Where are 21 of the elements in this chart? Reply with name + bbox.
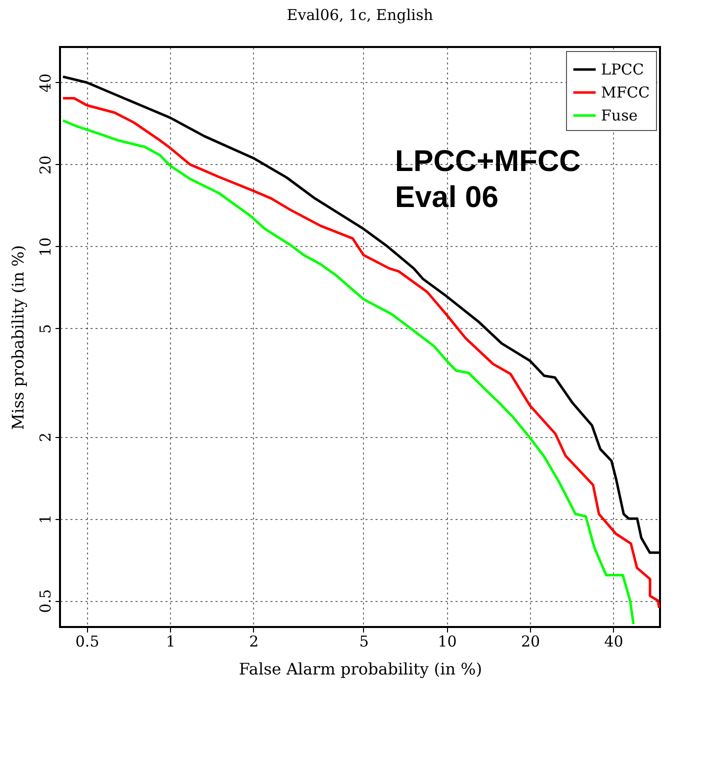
y-tick-label: 5 <box>36 324 54 334</box>
y-tick-label: 0.5 <box>36 589 54 614</box>
x-tick-label: 1 <box>166 632 176 650</box>
x-tick-label: 0.5 <box>75 632 100 650</box>
y-tick-label: 20 <box>36 155 54 174</box>
y-tick-label: 10 <box>36 237 54 256</box>
y-tick-label: 2 <box>36 432 54 442</box>
y-axis-title: Miss probability (in %) <box>8 245 28 430</box>
annotation: LPCC+MFCC Eval 06 <box>395 145 581 214</box>
legend-label: Fuse <box>601 106 638 124</box>
x-tick-label: 40 <box>604 632 624 650</box>
chart-title: Eval06, 1c, English <box>286 6 434 24</box>
x-tick-label: 10 <box>438 632 457 650</box>
y-tick-label: 1 <box>36 514 54 524</box>
x-tick-label: 2 <box>249 632 259 650</box>
x-tick-label: 20 <box>520 632 540 650</box>
legend-label: MFCC <box>601 84 650 102</box>
legend-label: LPCC <box>601 60 644 78</box>
y-tick-label: 40 <box>36 73 54 93</box>
x-tick-label: 5 <box>359 632 369 650</box>
x-axis-title: False Alarm probability (in %) <box>238 660 482 678</box>
